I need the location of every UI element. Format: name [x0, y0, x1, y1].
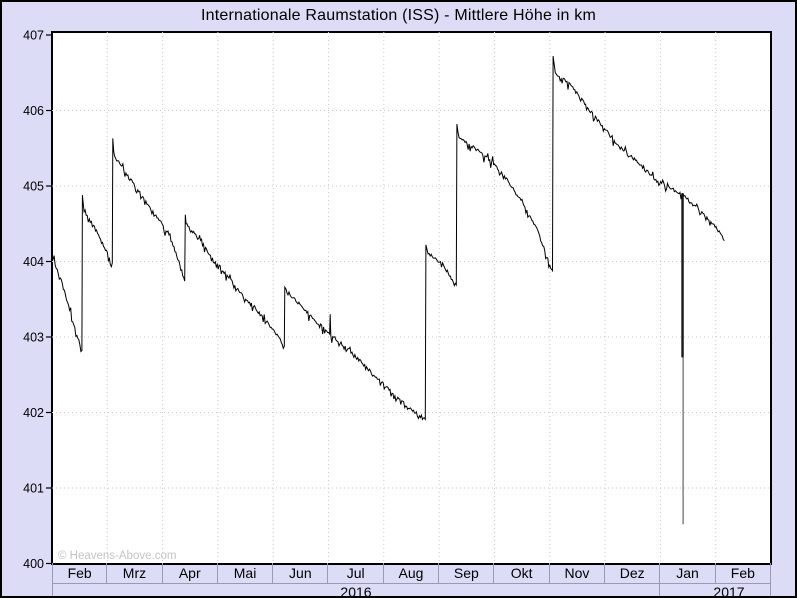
y-tick-label: 406: [23, 104, 44, 118]
month-label-feb-0: Feb: [52, 563, 108, 583]
month-label-sep-7: Sep: [439, 563, 495, 583]
chart-title: Internationale Raumstation (ISS) - Mittl…: [201, 7, 596, 24]
plot-area: [51, 31, 772, 565]
month-label-jul-5: Jul: [329, 563, 384, 583]
year-label-2016: 2016: [340, 584, 372, 598]
month-label-jan-11: Jan: [660, 563, 716, 583]
y-tick-label: 404: [23, 255, 44, 269]
month-label-feb-12: Feb: [716, 563, 771, 583]
year-label-2017: 2017: [713, 584, 745, 598]
month-row-divider: [52, 583, 771, 584]
vertical-gridlines: [106, 32, 717, 564]
y-tick-label: 405: [23, 180, 44, 194]
month-label-aug-6: Aug: [384, 563, 440, 583]
y-tick-label: 403: [23, 331, 44, 345]
month-label-mrz-1: Mrz: [107, 563, 163, 583]
watermark: © Heavens-Above.com: [58, 550, 176, 562]
year-band-2016: [52, 584, 661, 596]
month-label-nov-9: Nov: [550, 563, 606, 583]
year-band-2017: [660, 584, 771, 596]
month-label-dez-10: Dez: [605, 563, 661, 583]
y-tick-label: 401: [23, 482, 44, 496]
month-label-okt-8: Okt: [495, 563, 550, 583]
y-axis: 407 406 405 404 403 402 401 400: [23, 29, 52, 571]
y-tick-label: 402: [23, 406, 44, 420]
altitude-line: [51, 56, 725, 421]
y-tick-label: 407: [23, 29, 44, 43]
month-label-mai-3: Mai: [218, 563, 274, 583]
month-label-jun-4: Jun: [273, 563, 329, 583]
y-tick-label: 400: [23, 557, 44, 571]
month-label-apr-2: Apr: [163, 563, 218, 583]
data-glitch-spike: [681, 193, 684, 525]
